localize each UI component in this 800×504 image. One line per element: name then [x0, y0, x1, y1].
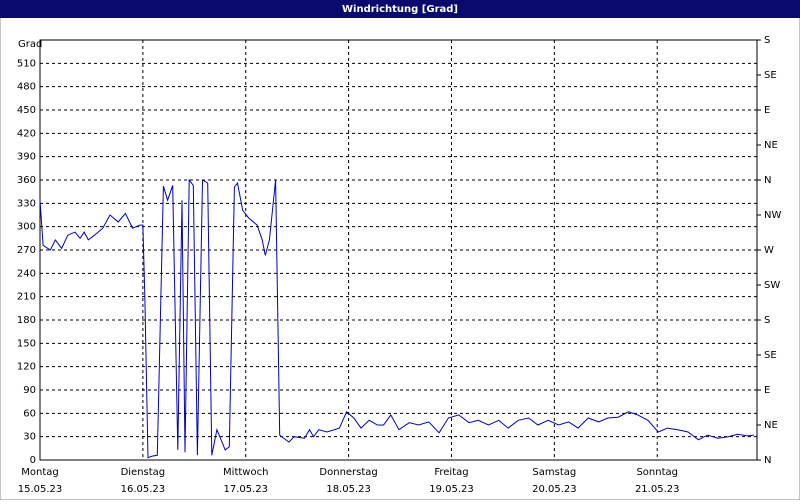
- y-tick-label: 150: [17, 338, 36, 349]
- x-tick-date: 21.05.23: [635, 484, 680, 495]
- y-tick-label: 420: [17, 128, 36, 139]
- x-tick-label: Samstag: [532, 467, 576, 478]
- title-bar: [0, 0, 800, 18]
- y2-tick-label: W: [764, 245, 774, 256]
- y2-tick-label: NW: [764, 210, 781, 221]
- x-tick-date: 18.05.23: [326, 484, 371, 495]
- x-tick-date: 17.05.23: [223, 484, 268, 495]
- y2-tick-label: E: [764, 385, 770, 396]
- y-axis-label: Grad: [18, 39, 42, 50]
- y2-tick-label: SE: [764, 350, 777, 361]
- x-tick-date: 15.05.23: [18, 484, 63, 495]
- y-tick-label: 240: [17, 268, 36, 279]
- y2-tick-label: SE: [764, 70, 777, 81]
- y2-tick-label: N: [764, 455, 771, 466]
- y2-tick-label: SW: [764, 280, 780, 291]
- y-tick-label: 450: [17, 105, 36, 116]
- wind-direction-line: [39, 178, 754, 459]
- x-tick-date: 20.05.23: [532, 484, 577, 495]
- x-tick-date: 16.05.23: [121, 484, 166, 495]
- y-tick-label: 210: [17, 292, 36, 303]
- x-tick-label: Sonntag: [636, 467, 678, 478]
- x-tick-label: Dienstag: [121, 467, 166, 478]
- y-tick-label: 120: [17, 362, 36, 373]
- y-tick-label: 300: [17, 222, 36, 233]
- y-tick-label: 270: [17, 245, 36, 256]
- y2-tick-label: E: [764, 105, 770, 116]
- x-tick-label: Donnerstag: [319, 467, 377, 478]
- y2-tick-label: NE: [764, 140, 778, 151]
- y-tick-label: 180: [17, 315, 36, 326]
- y2-tick-label: S: [764, 315, 770, 326]
- y-tick-label: 510: [17, 58, 36, 69]
- x-tick-label: Montag: [21, 467, 58, 478]
- y-tick-label: 90: [23, 385, 36, 396]
- x-tick-label: Freitag: [434, 467, 468, 478]
- y-tick-label: 60: [23, 408, 36, 419]
- y-tick-label: 0: [30, 455, 36, 466]
- y-tick-label: 330: [17, 198, 36, 209]
- y-tick-label: 390: [17, 152, 36, 163]
- x-tick-date: 19.05.23: [429, 484, 474, 495]
- y-tick-label: 360: [17, 175, 36, 186]
- y2-tick-label: NE: [764, 420, 778, 431]
- y2-tick-label: N: [764, 175, 771, 186]
- y-tick-label: 30: [23, 432, 36, 443]
- chart-title: Windrichtung [Grad]: [342, 4, 458, 15]
- x-tick-label: Mittwoch: [223, 467, 268, 478]
- y2-tick-label: S: [764, 35, 770, 46]
- y-tick-label: 480: [17, 82, 36, 93]
